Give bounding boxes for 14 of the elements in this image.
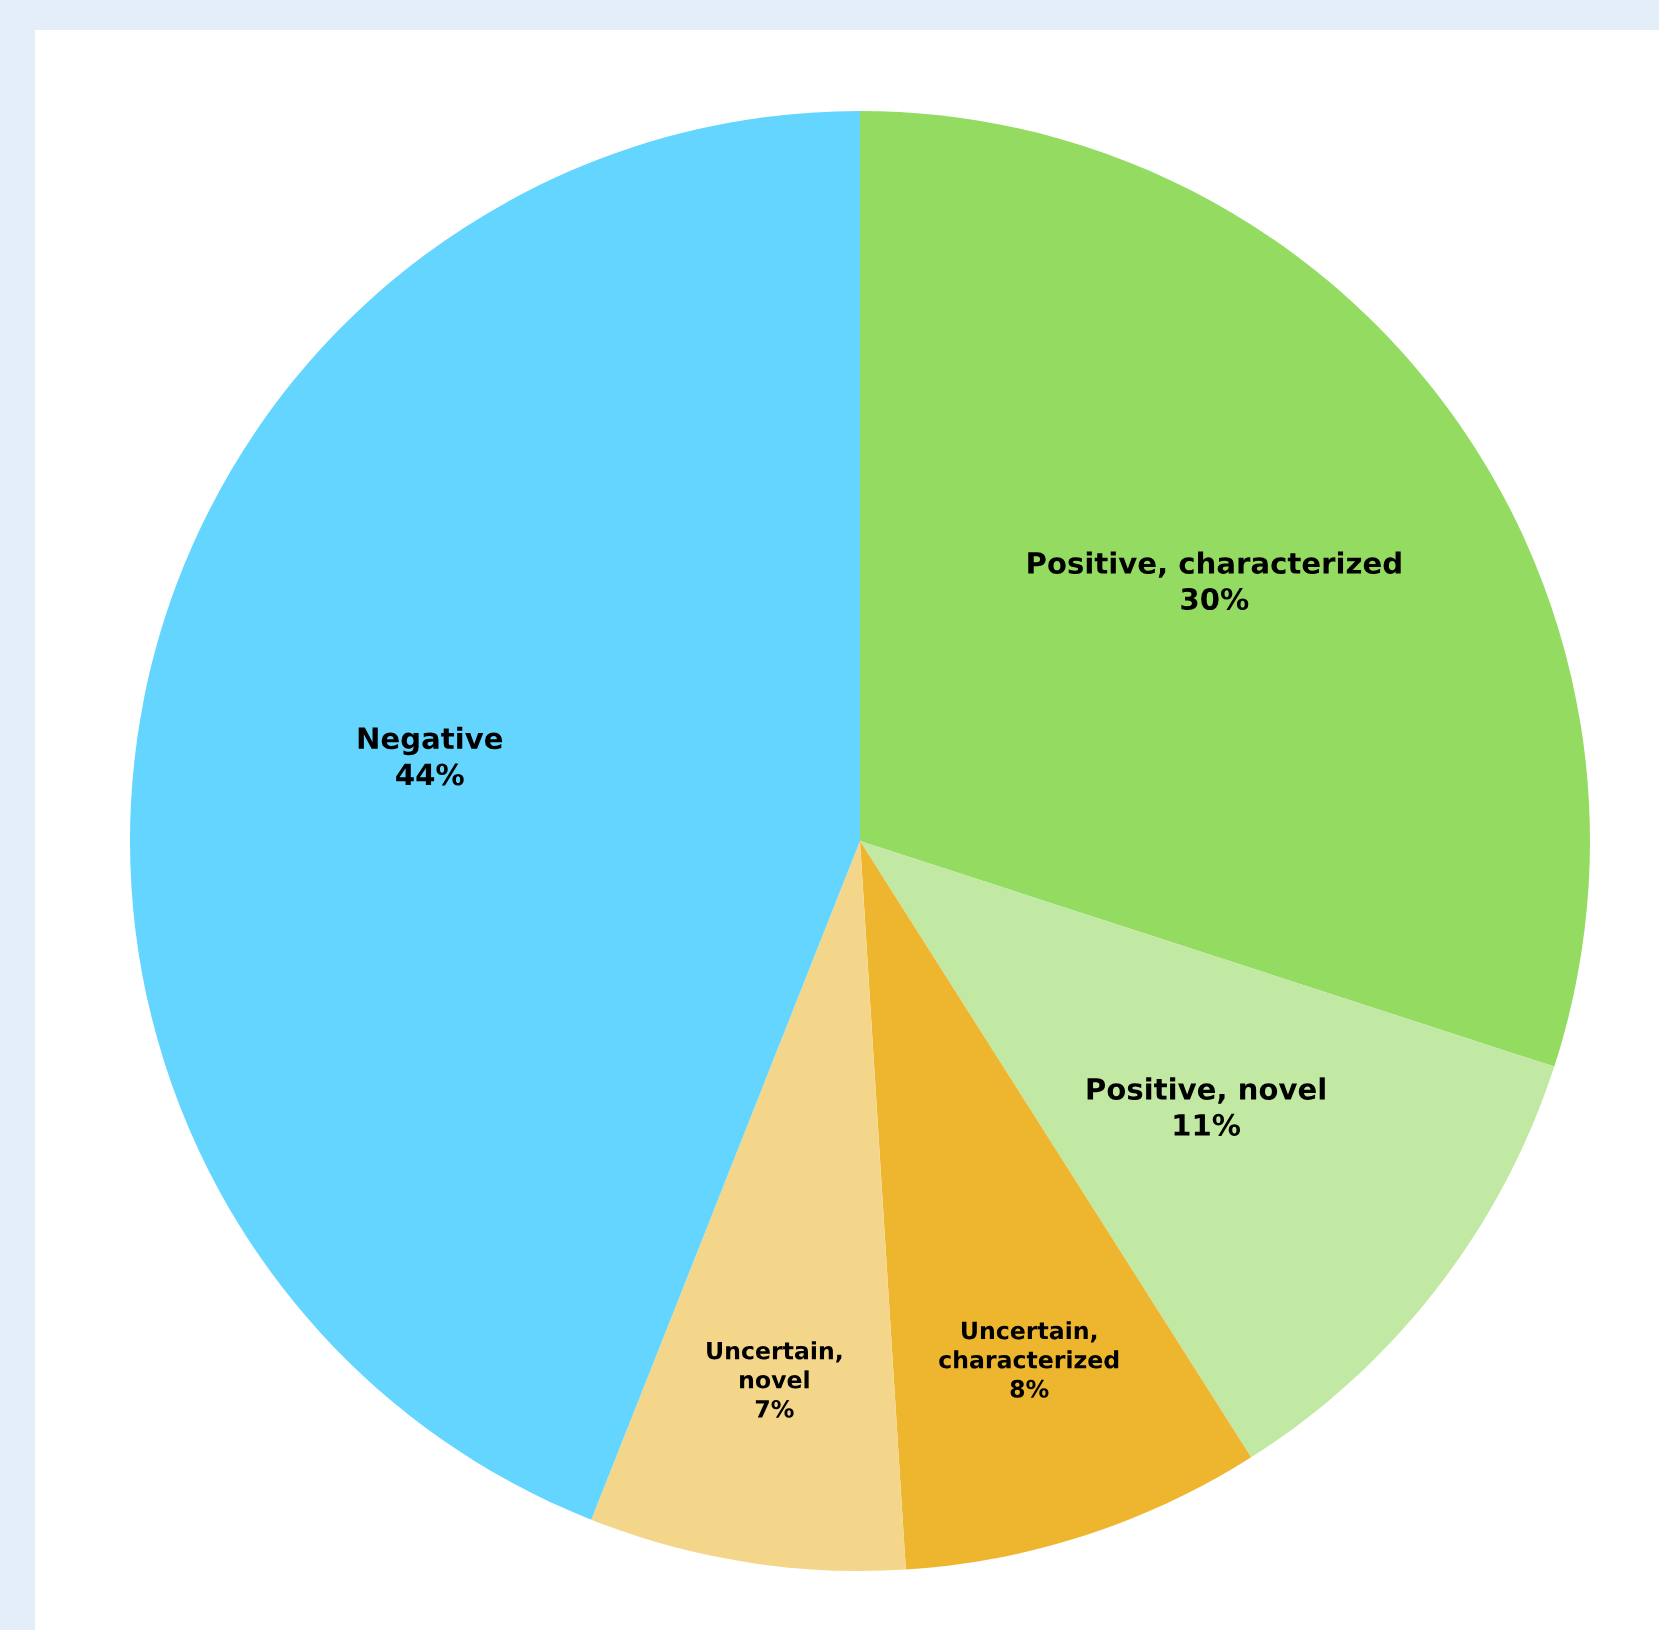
pie-slice: [130, 111, 860, 1520]
slice-label: Negative: [358, 726, 503, 756]
pie-slice: [591, 841, 906, 1571]
slice-label: Positive, novel: [1087, 1077, 1325, 1104]
data-label: 30%: [1181, 587, 1249, 611]
pie-slice: [860, 111, 1590, 1067]
data-label: 8%: [1010, 1379, 1049, 1398]
slice-label: Uncertain, characterized: [939, 1321, 1119, 1369]
slice-label: Uncertain, novel: [707, 1341, 842, 1389]
data-label: 44%: [396, 763, 464, 786]
pie-slice: [860, 841, 1555, 1458]
data-label: 11%: [1174, 1113, 1241, 1136]
slice-label: Positive, characterized: [1028, 551, 1401, 578]
data-label: 7%: [755, 1399, 794, 1418]
